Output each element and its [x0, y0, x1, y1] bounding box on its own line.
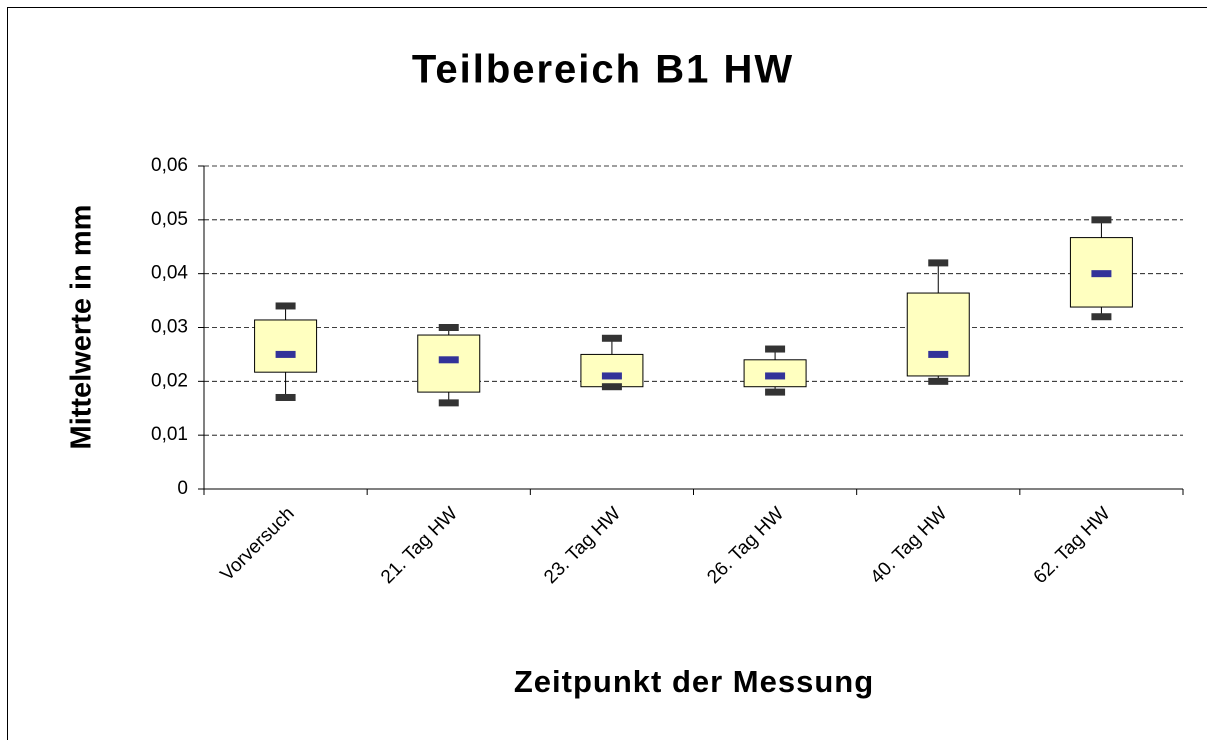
- min-cap: [928, 377, 949, 385]
- x-tick-label: 26. Tag HW: [703, 503, 788, 588]
- min-cap: [601, 383, 622, 391]
- min-cap: [1091, 313, 1112, 321]
- median: [438, 356, 459, 364]
- max-cap: [438, 324, 459, 331]
- y-tick-label: 0,03: [151, 317, 188, 338]
- max-cap: [275, 302, 296, 310]
- box: [580, 353, 644, 388]
- max-cap: [601, 334, 622, 342]
- box: [417, 334, 481, 393]
- x-tick-label: Vorversuch: [217, 503, 299, 585]
- min-cap: [438, 399, 459, 407]
- median: [601, 372, 622, 380]
- y-axis-label: Mittelwerte in mm: [66, 205, 98, 450]
- max-cap: [1091, 216, 1112, 224]
- y-tick-label: 0,06: [151, 155, 188, 176]
- x-tick-label: 62. Tag HW: [1030, 503, 1115, 588]
- y-tick-label: 0,01: [151, 424, 188, 445]
- min-cap: [765, 388, 786, 396]
- max-cap: [765, 345, 786, 353]
- median: [928, 350, 949, 358]
- min-cap: [275, 393, 296, 401]
- chart-title: Teilbereich B1 HW: [412, 48, 794, 92]
- box: [906, 292, 970, 377]
- x-tick-label: 40. Tag HW: [867, 503, 952, 588]
- x-tick-label: 21. Tag HW: [377, 503, 462, 588]
- max-cap: [928, 259, 949, 267]
- y-tick-label: 0,02: [151, 370, 188, 391]
- median: [1091, 270, 1112, 278]
- x-tick-label: 23. Tag HW: [540, 503, 625, 588]
- x-axis-label: Zeitpunkt der Messung: [514, 664, 874, 699]
- box: [254, 319, 318, 373]
- y-tick-label: 0,04: [151, 263, 188, 284]
- median: [765, 372, 786, 380]
- chart-frame: [7, 7, 1207, 740]
- y-tick-label: 0,05: [151, 209, 188, 230]
- y-tick-label: 0: [177, 478, 188, 499]
- median: [275, 350, 296, 358]
